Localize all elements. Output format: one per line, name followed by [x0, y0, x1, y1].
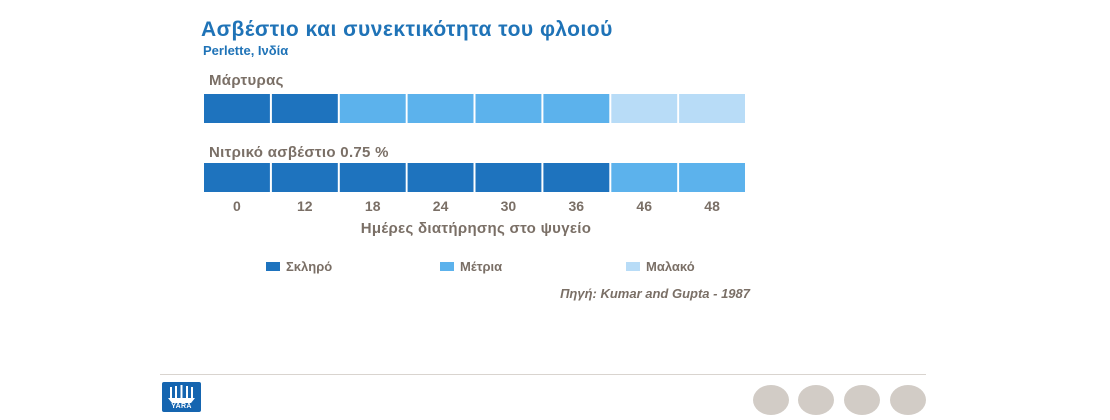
cell-row1-0 [204, 163, 270, 192]
cell-row0-18 [339, 94, 406, 123]
nav-dot-3[interactable] [844, 385, 880, 415]
legend-item-hard: Σκληρό [266, 259, 332, 274]
cell-row0-12 [271, 94, 338, 123]
yara-logo-text: YARA [171, 403, 192, 410]
x-tick-label: 46 [636, 198, 652, 214]
cell-row0-36 [543, 94, 610, 123]
legend-item-soft: Μαλακό [626, 259, 695, 274]
yara-ship-icon [168, 385, 195, 403]
cell-row1-24 [407, 163, 474, 192]
chart-subtitle: Perlette, Ινδία [203, 43, 289, 58]
cell-row1-12 [271, 163, 338, 192]
x-tick-label: 48 [704, 198, 720, 214]
cell-row0-0 [204, 94, 270, 123]
x-tick-label: 36 [569, 198, 585, 214]
cell-row1-48 [679, 163, 745, 192]
legend-swatch-soft [626, 262, 640, 271]
footer-divider [160, 374, 926, 375]
x-tick-label: 24 [433, 198, 449, 214]
legend-label-soft: Μαλακό [646, 259, 695, 274]
nav-dot-2[interactable] [798, 385, 834, 415]
source-note: Πηγή: Kumar and Gupta - 1987 [560, 286, 750, 301]
legend-swatch-hard [266, 262, 280, 271]
nav-dot-4[interactable] [890, 385, 926, 415]
legend-label-medium: Μέτρια [460, 259, 503, 274]
cell-row1-36 [543, 163, 610, 192]
row-label-control: Μάρτυρας [209, 72, 284, 89]
cell-row0-48 [679, 94, 745, 123]
cell-row1-30 [475, 163, 542, 192]
x-axis-label: Ημέρες διατήρησης στο ψυγείο [360, 220, 592, 237]
x-tick-label: 12 [297, 198, 313, 214]
x-tick-label: 0 [233, 198, 241, 214]
cell-row0-46 [611, 94, 678, 123]
legend-swatch-medium [440, 262, 454, 271]
row-label-calcium-nitrate: Νιτρικό ασβέστιο 0.75 % [209, 144, 389, 161]
cell-row1-18 [339, 163, 406, 192]
legend-item-medium: Μέτρια [440, 259, 502, 274]
x-tick-label: 18 [365, 198, 381, 214]
cell-row1-46 [611, 163, 678, 192]
legend-label-hard: Σκληρό [286, 259, 333, 274]
cell-row0-30 [475, 94, 542, 123]
chart-title: Ασβέστιο και συνεκτικότητα του φλοιού [201, 18, 613, 41]
x-tick-label: 30 [501, 198, 517, 214]
nav-dot-1[interactable] [753, 385, 789, 415]
cell-row0-24 [407, 94, 474, 123]
yara-logo: YARA [162, 382, 201, 412]
